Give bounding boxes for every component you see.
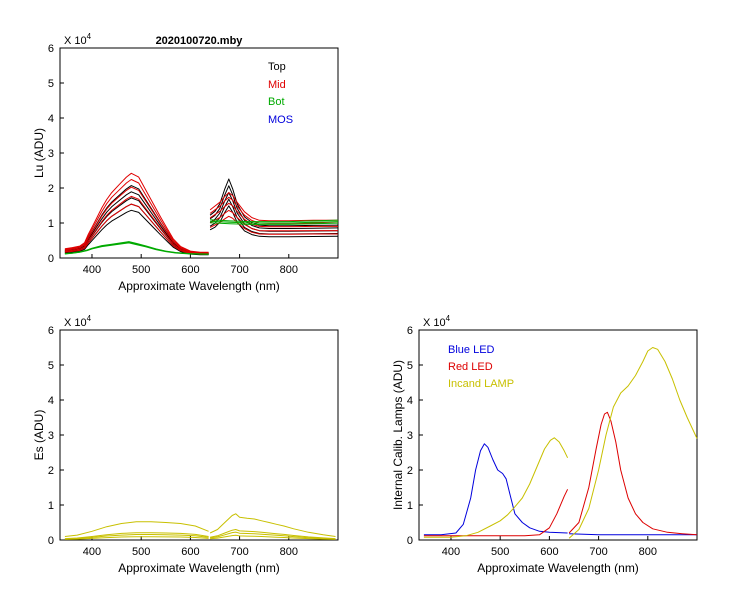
- x-tick-label: 800: [280, 264, 298, 276]
- series-red-led-right-line: [568, 411, 698, 536]
- series-es-right-line: [210, 534, 336, 540]
- series-blue-led-left-line: [423, 443, 568, 536]
- series-es-left-line: [64, 532, 209, 540]
- series-top-left-line: [64, 209, 209, 256]
- y-tick-label: 4: [407, 395, 413, 407]
- y-tick-label: 2: [407, 465, 413, 477]
- series-mid-left-line: [64, 186, 209, 254]
- y-tick-label: 3: [48, 148, 54, 160]
- y-tick-label: 0: [48, 535, 54, 547]
- y-tick-label: 6: [48, 325, 54, 337]
- lu-curves: [64, 172, 339, 256]
- lamps-sci-label: X 104: [423, 314, 451, 329]
- es-curves: [64, 513, 336, 540]
- series-es-left-line: [64, 521, 209, 537]
- x-tick-label: 400: [83, 264, 101, 276]
- series-es-right-line: [209, 513, 336, 537]
- lu-x-axis-label: Approximate Wavelength (nm): [118, 279, 280, 293]
- lu-legend: Top Mid Bot MOS: [268, 61, 293, 126]
- lu-y-axis-label: Lu (ADU): [32, 128, 46, 178]
- y-tick-label: 2: [48, 465, 54, 477]
- legend-mos: MOS: [268, 114, 293, 126]
- series-mid-left-line: [64, 195, 209, 255]
- series-es-right-line: [210, 531, 336, 540]
- series-bot-left-line: [64, 241, 209, 255]
- legend-red-led: Red LED: [448, 361, 493, 373]
- x-tick-label: 700: [230, 546, 248, 558]
- x-tick-label: 500: [132, 546, 150, 558]
- series-bot-right-line: [210, 220, 339, 224]
- y-tick-label: 3: [407, 430, 413, 442]
- series-top-left-line: [64, 191, 209, 254]
- y-tick-label: 4: [48, 113, 54, 125]
- x-tick-label: 800: [280, 546, 298, 558]
- lamps-legend: Blue LED Red LED Incand LAMP: [448, 344, 514, 390]
- series-bot-right-line: [210, 222, 339, 225]
- legend-blue-led: Blue LED: [448, 344, 495, 356]
- series-mid-right-line: [209, 192, 338, 222]
- y-tick-label: 2: [48, 183, 54, 195]
- es-panel: X 104 Approximate Wavelength (nm) Es (AD…: [32, 314, 339, 575]
- x-tick-label: 400: [83, 546, 101, 558]
- y-tick-label: 4: [48, 395, 54, 407]
- series-mid-left-line: [64, 179, 209, 254]
- lamps-y-axis-label: Internal Calib. Lamps (ADU): [391, 360, 405, 510]
- y-tick-label: 5: [48, 78, 54, 90]
- x-tick-label: 500: [132, 264, 150, 276]
- x-tick-label: 500: [491, 546, 509, 558]
- legend-mid: Mid: [268, 79, 286, 91]
- y-tick-label: 1: [48, 500, 54, 512]
- x-tick-label: 600: [181, 264, 199, 276]
- y-tick-label: 5: [407, 360, 413, 372]
- x-tick-label: 400: [442, 546, 460, 558]
- y-tick-label: 5: [48, 360, 54, 372]
- lu-sci-label: X 104: [64, 32, 92, 47]
- lamps-ticks: 400 500 600 700 800 0 1 2 3 4 5 6: [407, 325, 657, 558]
- series-mid-left-line: [64, 203, 209, 255]
- lu-title: 2020100720.mby: [156, 35, 244, 47]
- y-tick-label: 0: [407, 535, 413, 547]
- legend-bot: Bot: [268, 96, 285, 108]
- series-blue-led-right-line: [569, 533, 697, 536]
- y-tick-label: 0: [48, 253, 54, 265]
- y-tick-label: 1: [48, 218, 54, 230]
- y-tick-label: 6: [48, 43, 54, 55]
- series-incand-lamp-left-line: [423, 437, 569, 538]
- es-sci-label: X 104: [64, 314, 92, 329]
- legend-incand-lamp: Incand LAMP: [448, 378, 514, 390]
- lu-panel: 2020100720.mby X 104 Approximate Wavelen…: [32, 32, 339, 293]
- lamps-panel: X 104 Approximate Wavelength (nm) Intern…: [391, 314, 698, 575]
- series-bot-right-line: [210, 219, 339, 223]
- series-es-left-line: [64, 536, 209, 540]
- x-tick-label: 700: [230, 264, 248, 276]
- es-y-axis-label: Es (ADU): [32, 410, 46, 461]
- lu-ticks: 400 500 600 700 800 0 1 2 3 4 5 6: [48, 43, 298, 276]
- y-tick-label: 6: [407, 325, 413, 337]
- y-tick-label: 3: [48, 430, 54, 442]
- es-x-axis-label: Approximate Wavelength (nm): [118, 561, 280, 575]
- series-mid-left-line: [64, 172, 209, 253]
- series-incand-lamp-right-line: [568, 347, 698, 539]
- lamps-x-axis-label: Approximate Wavelength (nm): [477, 561, 639, 575]
- series-mid-right-line: [209, 202, 338, 228]
- es-plot-frame: [59, 329, 339, 541]
- series-es-right-line: [210, 529, 336, 540]
- series-es-left-line: [64, 534, 209, 540]
- y-tick-label: 1: [407, 500, 413, 512]
- series-red-led-left-line: [423, 489, 569, 537]
- es-ticks: 400 500 600 700 800 0 1 2 3 4 5 6: [48, 325, 298, 558]
- x-tick-label: 800: [639, 546, 657, 558]
- lamps-curves: [423, 347, 698, 539]
- legend-top: Top: [268, 61, 286, 73]
- x-tick-label: 600: [540, 546, 558, 558]
- x-tick-label: 700: [589, 546, 607, 558]
- x-tick-label: 600: [181, 546, 199, 558]
